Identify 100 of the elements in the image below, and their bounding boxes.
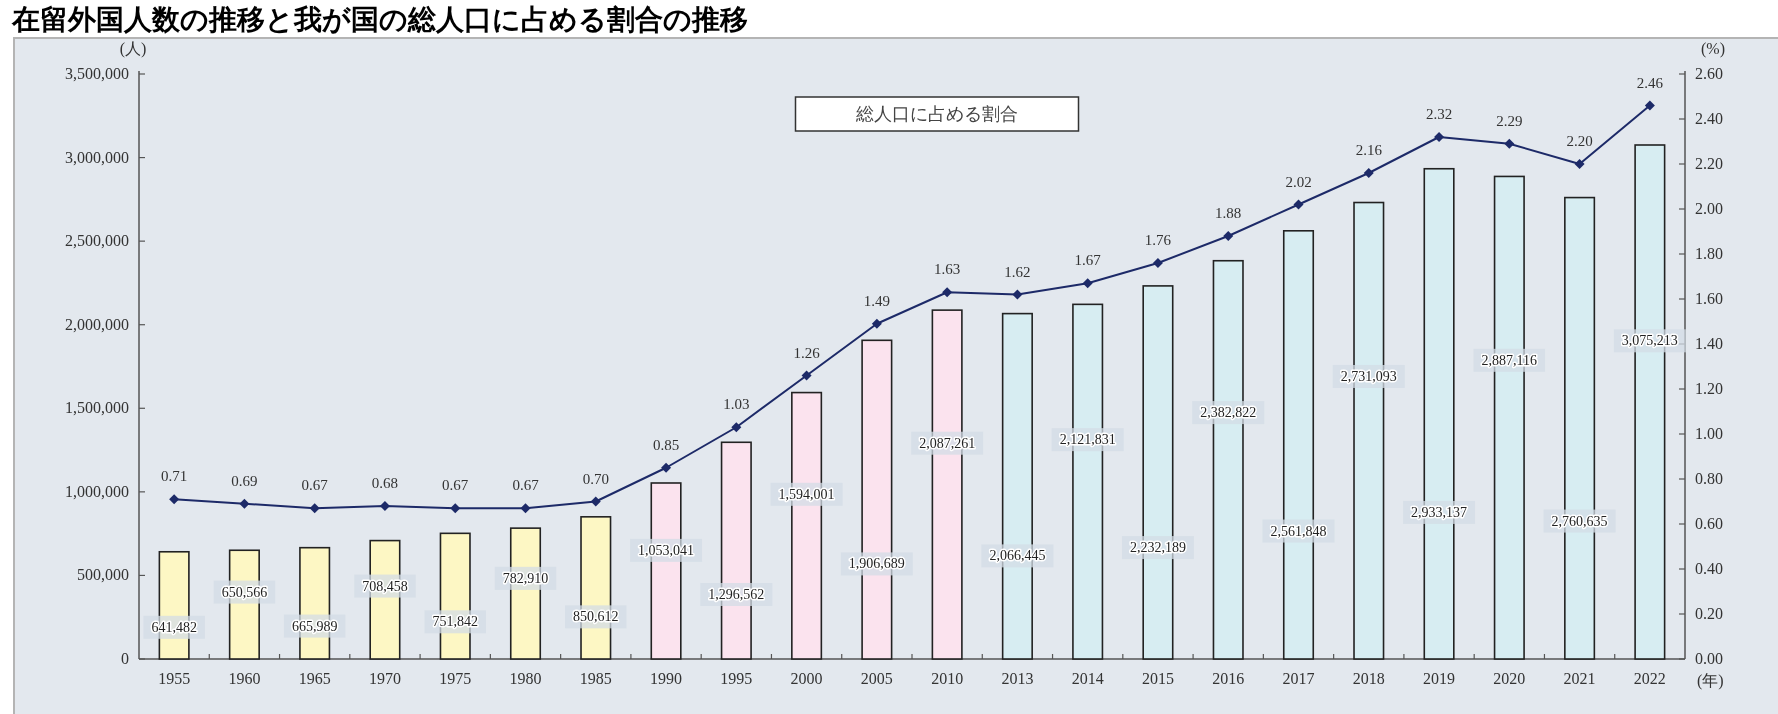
- y2-tick-label: 1.40: [1695, 335, 1723, 352]
- data-label: 0.67: [512, 477, 540, 494]
- y2-tick-label: 2.20: [1695, 155, 1723, 172]
- y2-tick-label: 2.40: [1695, 110, 1723, 127]
- data-label: 2,933,137: [1411, 504, 1468, 520]
- data-label: 2.29: [1496, 112, 1523, 129]
- x-tick-label: 1985: [579, 670, 612, 687]
- data-label: 1.88: [1215, 205, 1242, 221]
- data-label: 0.67: [301, 477, 329, 494]
- data-label: 2.32: [1425, 106, 1453, 122]
- x-tick-label: 2016: [1212, 670, 1245, 687]
- y2-tick-label: 2.60: [1695, 65, 1723, 82]
- y2-tick-label: 0.60: [1695, 515, 1723, 532]
- y-tick-label: 3,000,000: [65, 148, 129, 166]
- data-label: 708,458: [362, 578, 408, 594]
- data-label: 2,232,189: [1129, 540, 1186, 556]
- point: [1012, 289, 1023, 300]
- x-tick-label: 1990: [650, 670, 683, 687]
- chart-title: 在留外国人数の推移と我が国の総人口に占める割合の推移: [11, 4, 748, 35]
- data-label: 850,612: [573, 609, 619, 625]
- point: [1152, 258, 1163, 268]
- point: [169, 494, 180, 505]
- x-tick-label: 2013: [1001, 670, 1034, 687]
- y-tick-label: 1,500,000: [65, 399, 129, 417]
- point: [1082, 278, 1093, 289]
- x-tick-label: 2010: [931, 670, 964, 687]
- x-tick-label: 2021: [1563, 670, 1596, 687]
- point: [520, 503, 531, 514]
- data-label: 2,066,445: [989, 548, 1046, 564]
- x-tick-label: 2005: [860, 670, 893, 687]
- data-label: 2,121,831: [1059, 432, 1116, 448]
- x-tick-label: 2000: [790, 670, 823, 687]
- data-label: 751,842: [432, 614, 478, 630]
- x-tick-label: 2017: [1282, 670, 1315, 687]
- x-tick-label: 1975: [439, 670, 472, 687]
- point: [309, 503, 320, 514]
- y2-tick-label: 0.80: [1695, 470, 1723, 487]
- y-tick-label: 3,500,000: [65, 65, 129, 82]
- point: [590, 496, 601, 507]
- data-label: 0.85: [652, 436, 680, 453]
- data-label: 2,561,848: [1270, 523, 1327, 539]
- y2-tick-label: 0.20: [1695, 605, 1723, 622]
- x-tick-label: 2014: [1071, 670, 1104, 687]
- point: [801, 370, 812, 381]
- data-label: 1,906,689: [848, 556, 905, 572]
- point: [1434, 132, 1445, 142]
- data-label: 1.63: [934, 261, 961, 278]
- point: [239, 498, 250, 509]
- y-tick-label: 2,500,000: [65, 232, 129, 250]
- data-label: 1.67: [1074, 252, 1102, 269]
- data-label: 0.71: [161, 468, 188, 485]
- point: [871, 318, 882, 329]
- point: [379, 501, 390, 511]
- point: [1574, 159, 1585, 169]
- x-tick-label: 2019: [1423, 670, 1456, 687]
- point: [942, 287, 953, 298]
- point: [1644, 100, 1655, 111]
- y-tick-label: 1,000,000: [65, 482, 129, 500]
- data-label: 641,482: [151, 619, 197, 635]
- point: [1293, 199, 1304, 210]
- data-label: 2.02: [1285, 173, 1312, 190]
- y2-tick-label: 0.40: [1695, 560, 1723, 577]
- data-label: 2.20: [1566, 133, 1593, 149]
- y2-tick-label: 1.60: [1695, 290, 1723, 307]
- data-label: 2,087,261: [919, 435, 976, 451]
- x-tick-label: 1960: [228, 670, 261, 687]
- x-tick-label: 2018: [1352, 670, 1385, 687]
- data-label: 1.62: [1004, 263, 1031, 280]
- x-axis-title: (年): [1697, 672, 1724, 690]
- y-tick-label: 0: [121, 650, 129, 667]
- data-label: 0.70: [582, 470, 609, 487]
- data-label: 2.46: [1636, 74, 1664, 91]
- data-label: 1,053,041: [638, 542, 695, 558]
- y2-axis-title: (%): [1701, 40, 1725, 58]
- data-label: 2,760,635: [1551, 513, 1608, 529]
- y-tick-label: 500,000: [77, 566, 129, 584]
- y-axis-title: (人): [119, 40, 147, 58]
- point: [661, 462, 672, 473]
- data-label: 0.68: [371, 475, 399, 491]
- data-label: 1.49: [863, 292, 890, 309]
- point: [1223, 231, 1234, 241]
- y2-tick-label: 1.80: [1695, 245, 1723, 262]
- data-label: 1.03: [723, 396, 750, 413]
- data-label: 0.69: [231, 472, 258, 489]
- x-tick-label: 1970: [368, 670, 401, 687]
- data-label: 1,296,562: [708, 586, 765, 602]
- data-label: 650,566: [221, 584, 268, 600]
- data-label: 2,731,093: [1340, 368, 1397, 384]
- data-label: 0.67: [442, 477, 469, 494]
- y2-tick-label: 0.00: [1695, 650, 1723, 667]
- y2-tick-label: 1.20: [1695, 380, 1723, 397]
- data-label: 1,594,001: [778, 486, 835, 502]
- y-tick-label: 2,000,000: [65, 315, 129, 333]
- x-tick-label: 2015: [1141, 670, 1174, 687]
- data-label: 782,910: [502, 570, 549, 586]
- y2-tick-label: 2.00: [1695, 200, 1723, 217]
- x-tick-label: 1995: [720, 670, 753, 687]
- data-label: 3,075,213: [1621, 333, 1678, 349]
- legend: 総人口に占める割合: [794, 96, 1080, 132]
- x-tick-label: 2022: [1633, 670, 1666, 687]
